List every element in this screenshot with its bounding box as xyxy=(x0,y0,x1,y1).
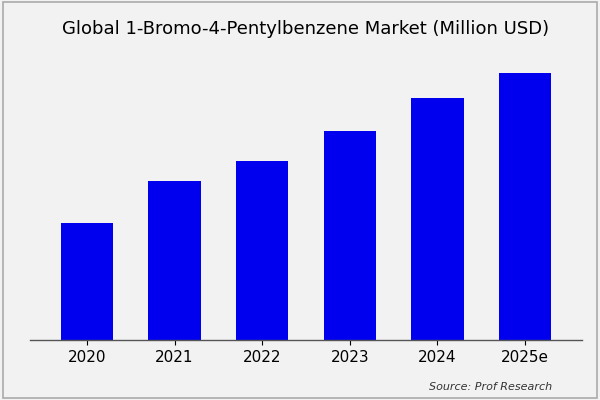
Bar xyxy=(236,161,289,340)
Bar xyxy=(499,73,551,340)
Bar xyxy=(61,223,113,340)
Bar xyxy=(148,182,201,340)
Bar xyxy=(411,98,464,340)
Text: Source: Prof Research: Source: Prof Research xyxy=(429,382,552,392)
Bar xyxy=(323,132,376,340)
Title: Global 1-Bromo-4-Pentylbenzene Market (Million USD): Global 1-Bromo-4-Pentylbenzene Market (M… xyxy=(62,20,550,38)
